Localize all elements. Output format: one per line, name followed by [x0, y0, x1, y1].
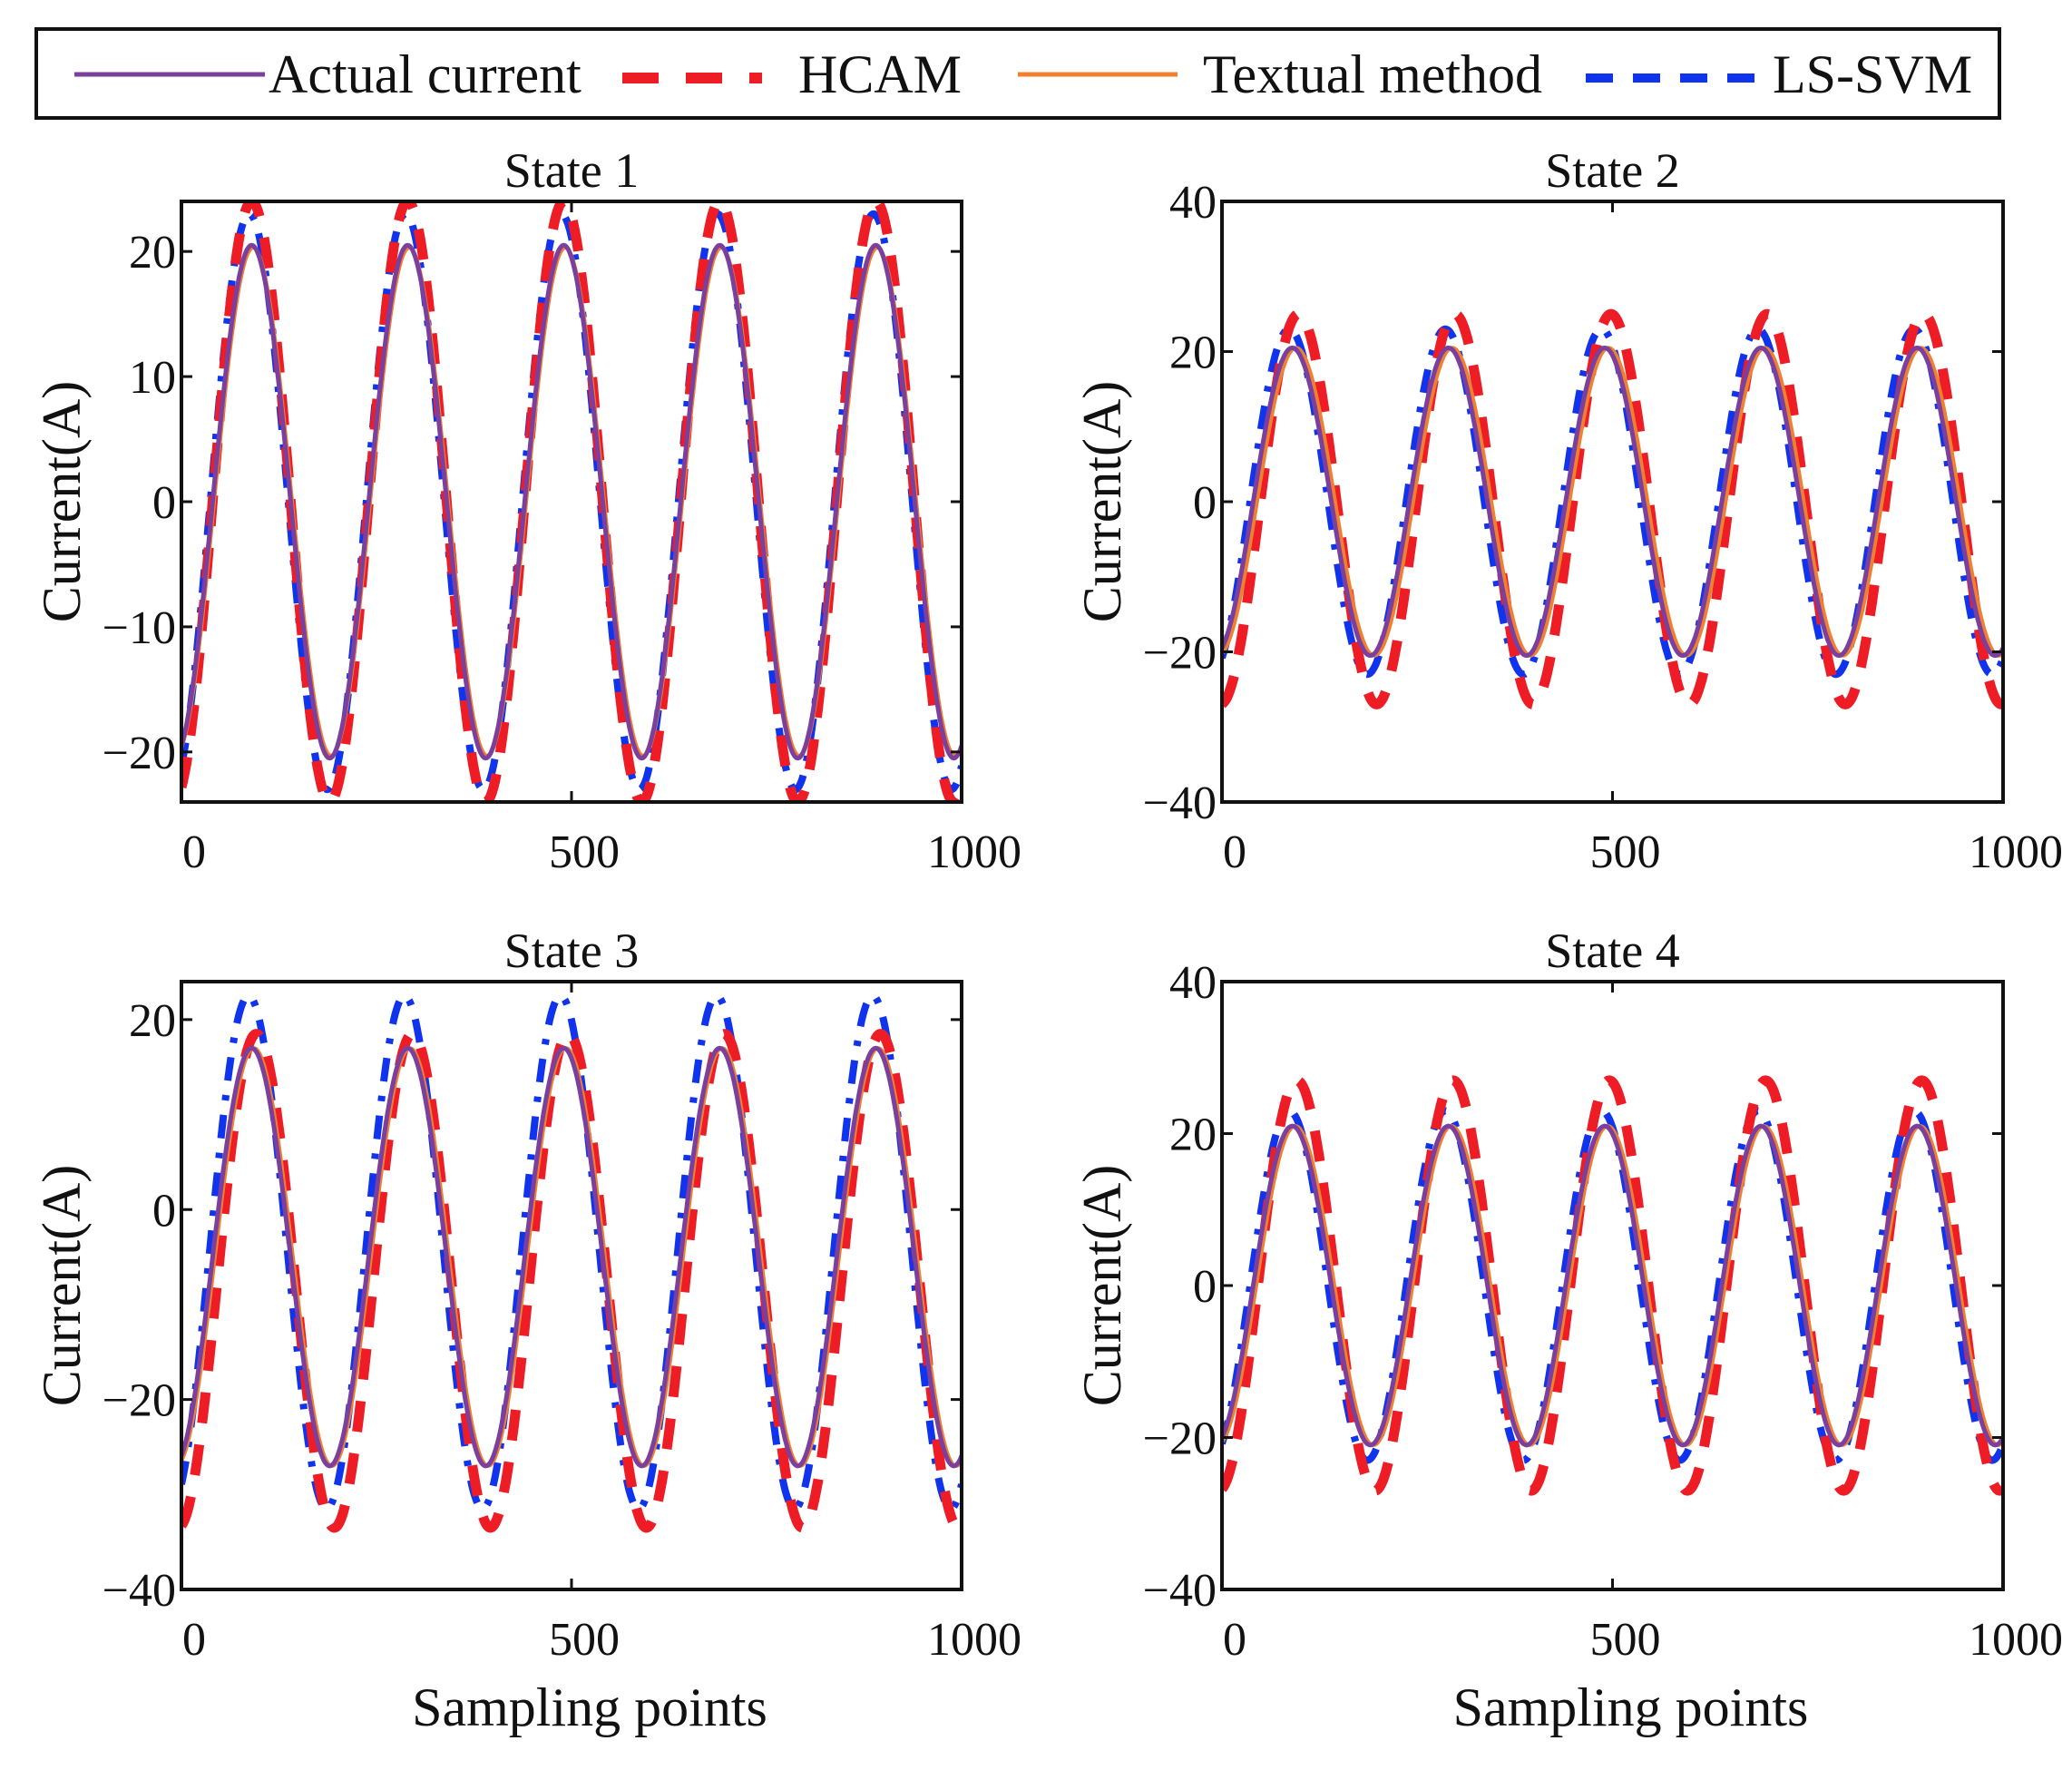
- legend-label-ls-svm: LS-SVM: [1773, 44, 1972, 104]
- plot-area: [181, 201, 962, 802]
- legend-label-hcam: HCAM: [798, 44, 962, 104]
- series-line-textual-method: [1222, 346, 2003, 658]
- series-line-actual-current: [1222, 1123, 2003, 1448]
- x-tick-label: 500: [1590, 1614, 1661, 1666]
- x-tick-label: 1000: [1969, 1614, 2063, 1666]
- series-line-hcam: [181, 1029, 962, 1533]
- y-axis-label: Current(A): [32, 1165, 92, 1407]
- plot-frame: [180, 980, 963, 1591]
- y-axis-label: Current(A): [32, 381, 92, 623]
- series-line-hcam: [181, 201, 962, 802]
- legend-entry-ls-svm: LS-SVM: [1586, 44, 1972, 104]
- plot-frame: [1220, 200, 2005, 804]
- y-tick-label: 20: [1169, 328, 1217, 379]
- series-group: [1222, 308, 2003, 709]
- y-tick-label: −40: [1143, 777, 1217, 829]
- y-tick-label: −20: [1143, 628, 1217, 680]
- x-tick-label: 0: [1223, 826, 1246, 878]
- legend-entry-textual-method: Textual method: [1018, 44, 1542, 104]
- y-tick-label: 40: [1169, 957, 1217, 1009]
- legend: Actual current HCAM Textual method LS-SV…: [34, 27, 2001, 120]
- x-axis-label: Sampling points: [412, 1677, 767, 1737]
- y-tick-label: −40: [1143, 1565, 1217, 1617]
- y-tick-label: −20: [103, 1375, 176, 1427]
- series-line-textual-method: [1222, 1124, 2003, 1447]
- plot-frame: [1220, 980, 2005, 1591]
- series-line-actual-current: [181, 242, 962, 761]
- x-tick-label: 500: [549, 826, 620, 878]
- x-tick-label: 0: [182, 826, 206, 878]
- panel-state-3: 0 500 1000 20 0 −20 −40 State 3 Current(A) Sampli…: [32, 924, 1021, 1737]
- panel-state-2: 0 500 1000 40 20 0 −20 −40 State 2 Current(A): [1072, 143, 2063, 878]
- legend-entry-hcam: HCAM: [622, 44, 962, 104]
- legend-label-actual-current: Actual current: [269, 44, 582, 104]
- plot-frame: [180, 200, 963, 804]
- y-tick-label: −10: [103, 602, 176, 654]
- y-tick-label: −40: [103, 1565, 176, 1617]
- panel-title: State 1: [504, 143, 639, 198]
- x-tick-label: 500: [549, 1614, 620, 1666]
- x-tick-label: 0: [1223, 1614, 1246, 1666]
- legend-label-textual-method: Textual method: [1203, 44, 1542, 104]
- x-tick-label: 1000: [927, 826, 1021, 878]
- panel-state-4: 0 500 1000 40 20 0 −20 −40 State 4 Current(A) Samp…: [1072, 924, 2063, 1737]
- legend-entry-actual-current: Actual current: [74, 44, 582, 104]
- y-axis-label: Current(A): [1072, 1165, 1132, 1407]
- x-tick-label: 500: [1590, 826, 1661, 878]
- panel-title: State 4: [1545, 924, 1679, 978]
- panel-title: State 2: [1545, 143, 1679, 198]
- y-tick-label: −20: [103, 728, 176, 779]
- y-tick-label: 20: [129, 995, 176, 1047]
- y-tick-label: 20: [1169, 1110, 1217, 1161]
- y-tick-label: 40: [1169, 177, 1217, 229]
- series-group: [1222, 1075, 2003, 1496]
- x-axis-label: Sampling points: [1453, 1677, 1809, 1737]
- series-line-actual-current: [181, 1045, 962, 1469]
- series-line-actual-current: [1222, 345, 2003, 659]
- y-axis-label: Current(A): [1072, 381, 1132, 623]
- y-tick-label: 0: [152, 1185, 176, 1237]
- y-tick-label: −20: [1143, 1413, 1217, 1465]
- y-tick-label: 0: [1193, 1261, 1217, 1313]
- panel-title: State 3: [504, 924, 639, 978]
- series-group: [181, 201, 962, 802]
- y-tick-label: 10: [129, 352, 176, 404]
- panel-state-1: 0 500 1000 20 10 0 −10 −20 State 1 Current(A): [32, 143, 1021, 878]
- y-tick-label: 0: [152, 477, 176, 529]
- x-tick-label: 0: [182, 1614, 206, 1666]
- x-tick-label: 1000: [927, 1614, 1021, 1666]
- series-group: [181, 992, 962, 1533]
- y-tick-label: 0: [1193, 477, 1217, 529]
- y-tick-label: 20: [129, 227, 176, 279]
- series-line-ls-svm: [181, 992, 962, 1512]
- x-tick-label: 1000: [1969, 826, 2063, 878]
